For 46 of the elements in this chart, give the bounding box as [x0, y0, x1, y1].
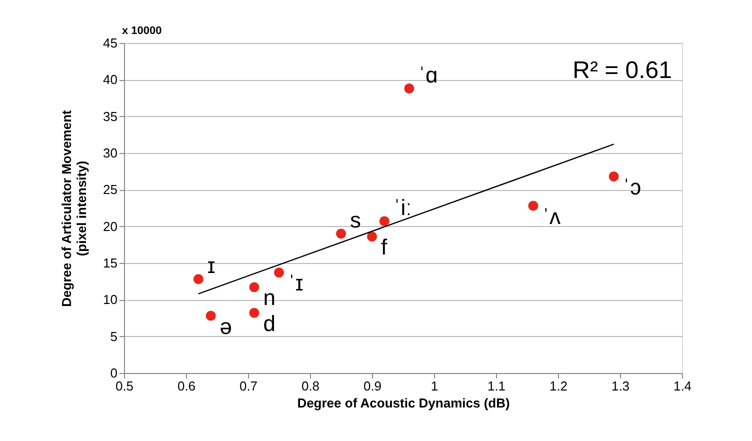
x-tick-label: 1.1: [487, 378, 506, 394]
y-tick-label: 30: [103, 146, 118, 160]
y-tick-label: 45: [103, 36, 118, 50]
annotation: s: [350, 208, 361, 233]
text: x 10000: [122, 25, 162, 37]
annotation: n: [263, 285, 276, 310]
y-axis-title: Degree of Articulator Movement (pixel intensity): [59, 109, 90, 307]
point: [378, 216, 390, 227]
y-tick-label: 35: [103, 108, 118, 124]
point: [366, 231, 378, 242]
point: [528, 200, 539, 212]
point: [608, 170, 620, 182]
annotation: ˈiː: [393, 195, 412, 220]
x-tick-label: 0.6: [177, 378, 196, 394]
x-tick-label: 1.2: [549, 378, 568, 394]
annotation: ɪ: [207, 253, 216, 278]
y-tick-label: 25: [103, 182, 118, 198]
annotation: ˈɪ: [288, 270, 304, 296]
annotation: ə: [220, 314, 232, 339]
y-tick-label: 15: [103, 256, 118, 270]
x-tick-label: 1.3: [611, 378, 630, 394]
point: [205, 310, 216, 322]
x-axis-title: Degree of Acoustic Dynamics (dB): [297, 396, 510, 410]
y-tick-label: 5: [110, 328, 118, 344]
x-tick-label: 0.7: [239, 378, 258, 394]
annotation: ˈɑ: [418, 62, 438, 88]
y-tick-label: 10: [103, 292, 118, 308]
y-tick-label: 0: [110, 366, 118, 380]
point: [404, 82, 415, 94]
annotation: f: [381, 234, 388, 260]
annotation: R² = 0.61: [572, 57, 672, 84]
point: [336, 228, 346, 240]
annotation: ˈɔ: [622, 174, 642, 200]
x-tick-label: 0.9: [363, 378, 382, 394]
x-tick-label: 0.5: [115, 378, 134, 394]
point: [274, 267, 284, 278]
annotation: d: [263, 310, 276, 336]
x-tick-label: 1.4: [673, 378, 692, 394]
point: [248, 282, 260, 293]
point: [192, 274, 204, 285]
x-tick-label: 1: [430, 378, 438, 394]
x-tick-label: 0.8: [301, 378, 320, 394]
annotation: ˈʌ: [542, 204, 561, 229]
y-tick-label: 20: [103, 218, 118, 234]
point: [248, 307, 260, 318]
y-tick-label: 40: [103, 72, 118, 88]
